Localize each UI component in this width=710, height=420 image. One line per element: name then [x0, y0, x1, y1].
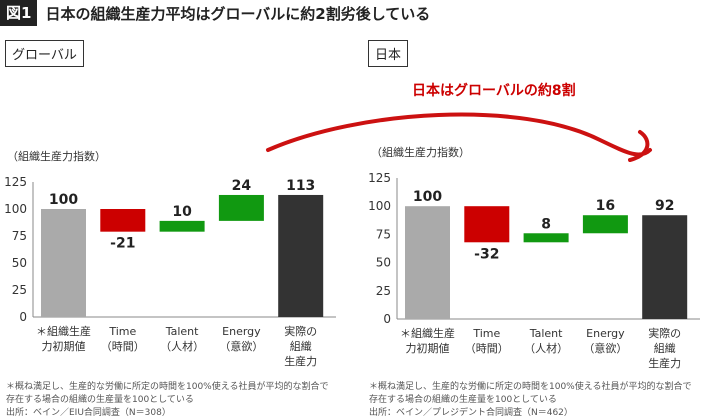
x-tick-label: 生産力	[648, 356, 681, 370]
x-tick-label: Talent	[165, 325, 199, 338]
bar-start	[405, 206, 450, 319]
note-line: 存在する場合の組織の生産量を100としている	[369, 395, 557, 405]
note-line: 存在する場合の組織の生産量を100としている	[6, 395, 194, 405]
data-label: 100	[49, 192, 78, 208]
notes-japan: ＊概ね満足し、生産的な労働に所定の時間を100%使える社員が平均的な割合で 存在…	[369, 381, 691, 420]
x-tick-label: 力初期値	[406, 341, 450, 355]
y-tick-label: 0	[19, 310, 27, 324]
bar-end	[278, 194, 324, 317]
x-tick-label: （意欲）	[219, 339, 263, 353]
y-tick-label: 0	[383, 312, 391, 326]
data-label: -32	[474, 246, 499, 262]
x-tick-label: （人材）	[160, 339, 204, 353]
data-label: 100	[413, 189, 442, 205]
x-tick-label: 実際の	[284, 324, 317, 338]
bar-start	[41, 209, 86, 317]
bar-pos	[523, 233, 569, 243]
figure-header: 図1 日本の組織生産力平均はグローバルに約2割劣後している	[0, 0, 430, 26]
notes-global: ＊概ね満足し、生産的な労働に所定の時間を100%使える社員が平均的な割合で 存在…	[6, 381, 328, 420]
x-tick-label: ＊組織生産	[36, 324, 91, 338]
note-line: 出所：ベイン／EIU合同調査（N＝308）	[6, 408, 171, 418]
x-tick-label: Time	[472, 327, 500, 340]
x-tick-label: 実際の	[648, 326, 681, 340]
data-label: 16	[596, 198, 615, 214]
data-label: 92	[655, 198, 674, 214]
bar-neg	[464, 206, 510, 243]
x-tick-label: （時間）	[101, 340, 145, 353]
annotation-text: 日本はグローバルの約8割	[412, 83, 576, 99]
x-tick-label: 組織	[290, 340, 312, 353]
y-axis-label: （組織生産力指数）	[371, 145, 470, 159]
x-tick-label: ＊組織生産	[400, 326, 455, 340]
bar-pos	[582, 215, 628, 234]
x-tick-label: （意欲）	[583, 341, 627, 355]
x-tick-label: 生産力	[284, 354, 317, 368]
y-tick-label: 50	[376, 256, 391, 270]
note-line: ＊概ね満足し、生産的な労働に所定の時間を100%使える社員が平均的な割合で	[369, 382, 692, 392]
bar-end	[642, 215, 688, 319]
y-tick-label: 100	[368, 199, 391, 213]
x-tick-label: 力初期値	[42, 339, 86, 353]
note-line: 出所：ベイン／プレジデント合同調査（N＝462）	[369, 408, 573, 418]
x-tick-label: Time	[108, 325, 136, 338]
y-tick-label: 25	[12, 283, 27, 297]
bar-neg	[100, 209, 146, 232]
y-tick-label: 100	[4, 202, 27, 216]
bar-pos	[159, 220, 205, 232]
data-label: 8	[541, 216, 551, 232]
figure-label: 図1	[0, 0, 38, 26]
y-tick-label: 75	[12, 229, 27, 243]
x-tick-label: （時間）	[465, 342, 509, 355]
y-tick-label: 75	[376, 227, 391, 241]
panel-label-global: グローバル	[5, 40, 84, 67]
y-tick-label: 125	[4, 175, 27, 189]
panel-label-japan: 日本	[368, 40, 409, 67]
y-axis-label: （組織生産力指数）	[7, 149, 106, 163]
note-line: ＊概ね満足し、生産的な労働に所定の時間を100%使える社員が平均的な割合で	[6, 382, 329, 392]
y-tick-label: 50	[12, 256, 27, 270]
bar-pos	[218, 194, 264, 221]
x-tick-label: Energy	[586, 327, 625, 340]
x-tick-label: Energy	[222, 325, 261, 338]
data-label: 113	[286, 178, 315, 194]
x-tick-label: （人材）	[524, 341, 568, 355]
x-tick-label: Talent	[529, 327, 563, 340]
data-label: -21	[110, 236, 135, 252]
figure-title: 日本の組織生産力平均はグローバルに約2割劣後している	[45, 4, 431, 23]
x-tick-label: 組織	[654, 342, 676, 355]
arrow-swoosh	[266, 112, 652, 162]
y-tick-label: 125	[368, 171, 391, 185]
data-label: 10	[172, 204, 192, 220]
y-tick-label: 25	[376, 284, 391, 298]
data-label: 24	[232, 178, 252, 194]
